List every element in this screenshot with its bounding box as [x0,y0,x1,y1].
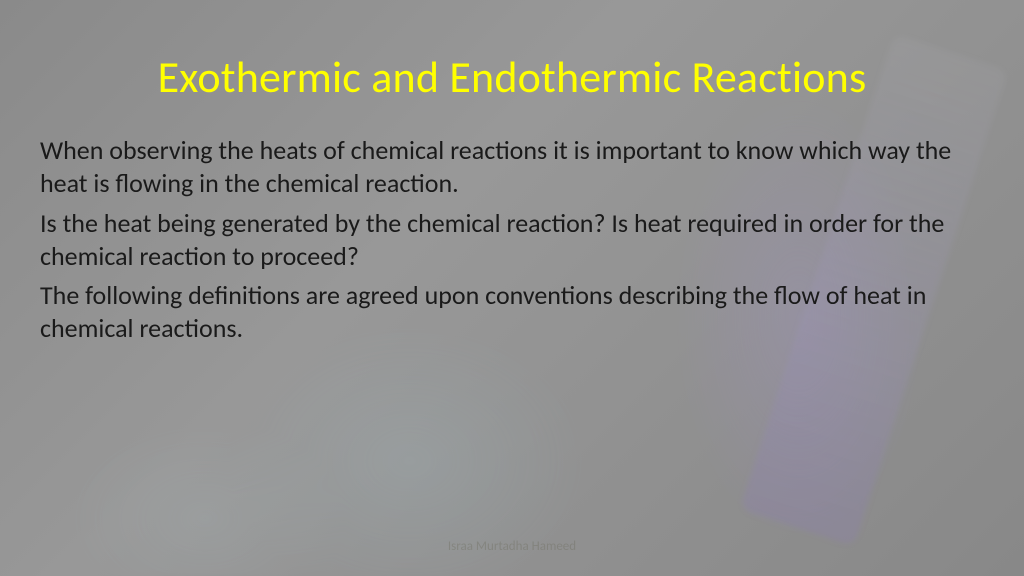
body-paragraph: When observing the heats of chemical rea… [40,134,984,201]
slide-body: When observing the heats of chemical rea… [40,134,984,346]
footer-credit: Israa Murtadha Hameed [0,539,1024,554]
slide-title: Exothermic and Endothermic Reactions [40,50,984,104]
body-paragraph: The following definitions are agreed upo… [40,279,984,346]
slide-content: Exothermic and Endothermic Reactions Whe… [0,0,1024,346]
body-paragraph: Is the heat being generated by the chemi… [40,207,984,274]
slide: Exothermic and Endothermic Reactions Whe… [0,0,1024,576]
